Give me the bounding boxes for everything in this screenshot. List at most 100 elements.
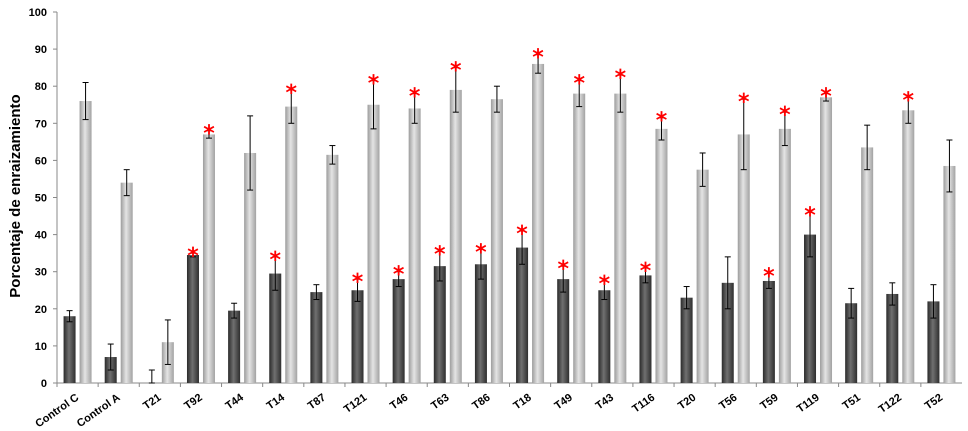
x-tick-label: T44 bbox=[223, 391, 246, 412]
bar bbox=[532, 63, 545, 383]
error-bar bbox=[123, 169, 130, 197]
x-tick-label: T51 bbox=[840, 392, 862, 413]
significance-star: * bbox=[656, 109, 668, 134]
bar bbox=[228, 310, 241, 383]
x-tick-label: T119 bbox=[795, 392, 822, 416]
error-bar bbox=[823, 93, 830, 102]
y-axis-title: Porcentaje de enraizamiento bbox=[7, 94, 24, 297]
error-bar bbox=[535, 54, 542, 74]
x-tick-label: T56 bbox=[717, 392, 739, 413]
bar bbox=[573, 93, 586, 384]
error-bar bbox=[66, 310, 73, 323]
significance-markers: * * * * * * * * * * * * * * * * * * * * * * * * * bbox=[187, 46, 914, 297]
bar bbox=[639, 275, 652, 383]
x-tick-label: T92 bbox=[182, 392, 204, 413]
significance-star: * bbox=[820, 85, 832, 110]
error-bar bbox=[164, 319, 171, 365]
significance-star: * bbox=[903, 88, 915, 113]
bar bbox=[778, 128, 791, 383]
significance-star: * bbox=[393, 263, 405, 288]
bar bbox=[186, 255, 199, 383]
error-bar bbox=[370, 80, 377, 130]
significance-star: * bbox=[779, 103, 791, 128]
x-tick-label: T20 bbox=[676, 392, 698, 413]
x-tick-label: Control C bbox=[33, 392, 81, 431]
significance-star: * bbox=[475, 240, 487, 265]
significance-star: * bbox=[203, 122, 215, 147]
bar bbox=[861, 147, 874, 383]
y-tick-label: 10 bbox=[35, 341, 47, 353]
error-bar bbox=[699, 152, 706, 187]
significance-star: * bbox=[763, 265, 775, 290]
bar bbox=[927, 301, 940, 383]
error-bar bbox=[807, 211, 814, 258]
significance-star: * bbox=[409, 85, 421, 110]
bar bbox=[269, 273, 282, 383]
error-bar bbox=[781, 111, 788, 147]
y-tick-label: 0 bbox=[41, 378, 47, 390]
bar bbox=[408, 108, 421, 384]
bar bbox=[490, 99, 503, 383]
significance-star: * bbox=[352, 270, 364, 295]
bar bbox=[696, 169, 709, 383]
error-bar bbox=[107, 343, 114, 371]
error-bar bbox=[231, 302, 238, 319]
y-tick-label: 50 bbox=[35, 193, 47, 205]
significance-star: * bbox=[516, 222, 528, 247]
error-bar bbox=[683, 286, 690, 310]
x-tick-label: T52 bbox=[923, 392, 945, 413]
y-axis: 0 10 20 30 40 50 60 70 80 90 100 bbox=[29, 7, 58, 390]
y-tick-label: 100 bbox=[29, 7, 47, 19]
significance-star: * bbox=[738, 90, 750, 115]
error-bar bbox=[930, 284, 937, 319]
error-bar bbox=[601, 280, 608, 301]
y-tick-label: 60 bbox=[35, 155, 47, 167]
significance-star: * bbox=[640, 259, 652, 284]
bar bbox=[202, 134, 215, 383]
bar bbox=[367, 104, 380, 383]
error-bar bbox=[247, 115, 254, 191]
error-bar bbox=[272, 256, 279, 291]
error-bar bbox=[740, 98, 747, 171]
significance-star: * bbox=[615, 66, 627, 91]
bar bbox=[762, 280, 775, 383]
error-bar bbox=[765, 273, 772, 289]
significance-star: * bbox=[532, 46, 544, 71]
bar bbox=[820, 97, 833, 383]
bar bbox=[737, 134, 750, 383]
error-bar bbox=[889, 282, 896, 306]
error-bar bbox=[205, 130, 212, 139]
bar bbox=[845, 303, 858, 383]
y-tick-label: 40 bbox=[35, 230, 47, 242]
error-bar bbox=[724, 256, 731, 310]
significance-star: * bbox=[450, 59, 462, 84]
bar bbox=[285, 106, 298, 383]
bar bbox=[79, 101, 92, 383]
error-bar bbox=[519, 230, 526, 265]
bar bbox=[804, 234, 817, 383]
bar bbox=[63, 316, 76, 383]
error-bar bbox=[477, 248, 484, 280]
significance-star: * bbox=[573, 72, 585, 97]
error-bar bbox=[864, 124, 871, 171]
error-bar bbox=[452, 67, 459, 113]
bar bbox=[244, 152, 257, 383]
error-bar bbox=[395, 271, 402, 288]
x-tick-label: T63 bbox=[429, 392, 451, 413]
error-bar bbox=[617, 74, 624, 113]
error-bar bbox=[288, 89, 295, 124]
bar bbox=[614, 93, 627, 384]
x-tick-label: T14 bbox=[265, 391, 288, 412]
error-bar bbox=[82, 81, 89, 121]
significance-star: * bbox=[285, 81, 297, 106]
error-bar bbox=[411, 93, 418, 124]
significance-star: * bbox=[434, 242, 446, 267]
error-bar bbox=[905, 96, 912, 124]
x-tick-label: T86 bbox=[470, 392, 492, 413]
error-bar bbox=[576, 80, 583, 108]
y-tick-label: 30 bbox=[35, 267, 47, 279]
error-bar bbox=[354, 278, 361, 302]
y-tick-label: 80 bbox=[35, 81, 47, 93]
error-bars bbox=[66, 54, 953, 384]
